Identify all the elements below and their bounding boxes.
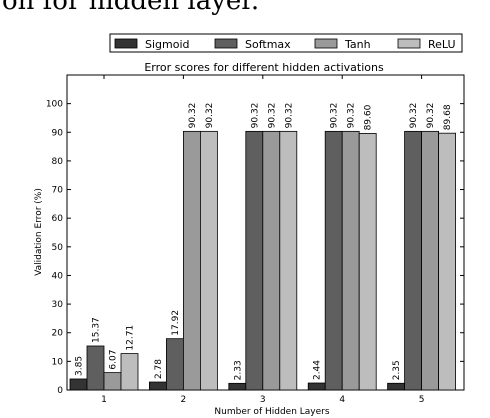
- data-label: 15.37: [92, 317, 102, 343]
- y-tick-label: 40: [52, 271, 64, 281]
- bars: [69, 130, 457, 391]
- data-label: 6.07: [109, 350, 119, 370]
- legend-swatch-sigmoid: [114, 38, 138, 49]
- data-label: 90.32: [267, 103, 277, 129]
- bar-tanh-5: [421, 130, 440, 391]
- bar-sigmoid-2: [148, 381, 167, 391]
- bar-softmax-4: [324, 130, 343, 391]
- x-tick-label: 2: [181, 395, 187, 405]
- data-label: 17.92: [171, 310, 181, 336]
- bar-sigmoid-3: [228, 382, 247, 391]
- bar-softmax-5: [404, 130, 423, 391]
- y-tick-label: 0: [57, 386, 63, 396]
- y-tick-label: 20: [52, 329, 64, 339]
- y-tick-label: 60: [52, 214, 64, 224]
- data-labels: 3.85 15.37 6.07 12.71 2.78 17.92 90.32 90.32 2.3…: [75, 103, 454, 381]
- legend-swatch-tanh: [314, 38, 338, 49]
- bar-relu-5: [438, 132, 457, 391]
- data-label: 90.32: [284, 103, 294, 129]
- y-tick-label: 50: [52, 243, 64, 253]
- x-axis-label: Number of Hidden Layers: [214, 407, 329, 417]
- data-label: 2.44: [313, 360, 323, 380]
- bar-tanh-2: [182, 130, 201, 391]
- data-label: 90.32: [347, 103, 357, 129]
- data-label: 90.32: [188, 103, 198, 129]
- bar-relu-2: [199, 130, 218, 391]
- bar-sigmoid-5: [387, 382, 406, 391]
- bar-softmax-2: [165, 338, 184, 391]
- x-tick-label: 1: [101, 395, 107, 405]
- data-label: 2.33: [233, 360, 243, 380]
- bar-relu-4: [358, 133, 377, 391]
- data-label: 3.85: [75, 356, 85, 376]
- legend-label-softmax: Softmax: [245, 38, 291, 51]
- legend-swatch-softmax: [214, 38, 238, 49]
- y-tick-label: 80: [52, 157, 64, 167]
- chart-title: Error scores for different hidden activa…: [144, 61, 384, 74]
- bar-relu-3: [279, 130, 298, 391]
- bar-softmax-3: [245, 130, 264, 391]
- x-tick-label: 3: [260, 395, 266, 405]
- legend-box: [109, 33, 463, 53]
- y-axis: 0 10 20 30 40 50 60 70 80 90 100: [46, 100, 464, 396]
- y-tick-label: 10: [52, 357, 64, 367]
- data-label: 89.68: [443, 104, 453, 130]
- data-label: 12.71: [126, 325, 136, 351]
- bar-softmax-1: [86, 345, 105, 391]
- legend-label-relu: ReLU: [428, 38, 456, 51]
- legend-label-tanh: Tanh: [344, 38, 371, 51]
- data-label: 90.32: [250, 103, 260, 129]
- bar-sigmoid-4: [307, 382, 326, 391]
- data-label: 90.32: [330, 103, 340, 129]
- x-tick-label: 5: [419, 395, 425, 405]
- x-tick-label: 4: [339, 395, 345, 405]
- legend: Sigmoid Softmax Tanh ReLU: [109, 33, 463, 53]
- y-axis-label: Validation Error (%): [34, 188, 44, 276]
- y-tick-label: 70: [52, 186, 64, 196]
- bar-sigmoid-1: [69, 378, 88, 391]
- legend-label-sigmoid: Sigmoid: [145, 38, 190, 51]
- y-tick-label: 30: [52, 300, 64, 310]
- data-label: 89.60: [364, 104, 374, 130]
- bar-tanh-3: [262, 130, 281, 391]
- y-tick-label: 90: [52, 128, 64, 138]
- bar-tanh-4: [341, 130, 360, 391]
- data-label: 90.32: [426, 103, 436, 129]
- data-label: 90.32: [205, 103, 215, 129]
- page-heading-fragment: on for hidden layer.: [2, 0, 260, 16]
- bar-tanh-1: [103, 372, 122, 391]
- data-label: 2.78: [154, 359, 164, 379]
- bar-relu-1: [120, 353, 139, 391]
- data-label: 90.32: [409, 103, 419, 129]
- legend-swatch-relu: [397, 38, 421, 49]
- y-tick-label: 100: [46, 100, 63, 110]
- data-label: 2.35: [392, 360, 402, 380]
